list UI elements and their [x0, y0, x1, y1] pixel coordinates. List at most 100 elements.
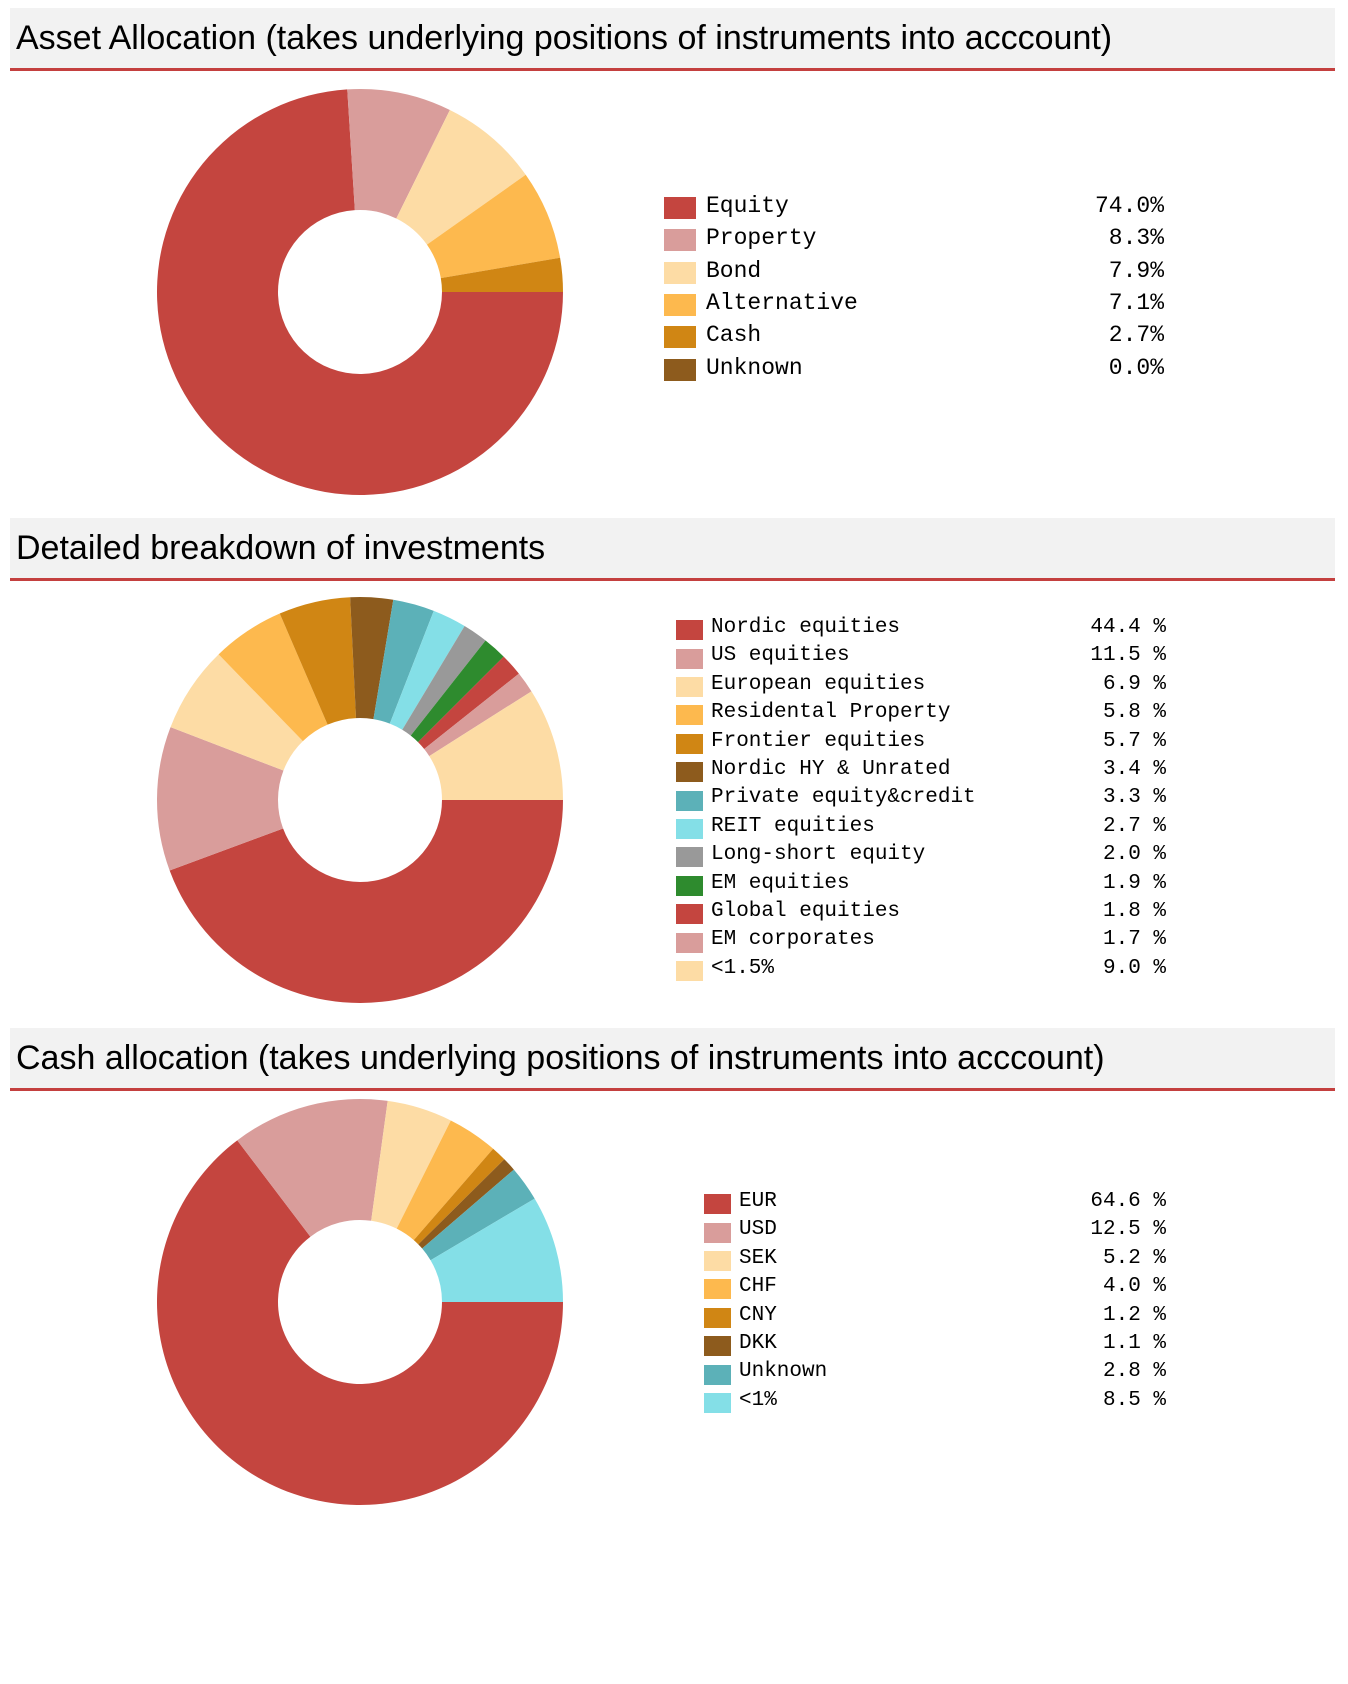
slice-equity — [156, 89, 563, 495]
slice-long-short-equity — [402, 626, 486, 736]
legend-label: Unknown — [739, 1360, 828, 1384]
legend-swatch — [676, 875, 703, 896]
detailed-breakdown-legend: Nordic equities 44.4 % US equities 11.5 % Eu… — [676, 614, 1176, 994]
legend-value: 1.9 % — [1102, 871, 1166, 895]
legend-value: 9.0 % — [1102, 956, 1166, 980]
section-header: Asset Allocation (takes underlying posit… — [10, 8, 1335, 71]
legend-value: 1.1 % — [1102, 1332, 1166, 1355]
legend-label: Equity — [706, 193, 789, 219]
legend-value: 1.8 % — [1102, 900, 1166, 923]
legend-label: EM corporates — [711, 928, 875, 952]
legend-label: <1% — [739, 1388, 777, 1412]
section-title: Detailed breakdown of investments — [16, 529, 546, 567]
legend-value: 5.2 % — [1102, 1246, 1166, 1270]
detailed-breakdown-section: Detailed breakdown of investments Nordic… — [0, 518, 1348, 1030]
cash-allocation-donut — [156, 1099, 564, 1505]
legend-label: Property — [706, 225, 817, 252]
legend-label: <1.5% — [711, 956, 775, 980]
legend-value: 11.5 % — [1090, 644, 1166, 668]
slice-frontier-equities — [279, 597, 357, 725]
legend-label: Private equity&credit — [711, 786, 976, 810]
slice-1 — [430, 1198, 563, 1302]
slice-residental-property — [218, 613, 328, 742]
slice-global-equities — [418, 656, 519, 749]
legend-value: 2.7 % — [1102, 814, 1166, 838]
legend-value: 2.0 % — [1102, 843, 1166, 867]
slice-1-5 — [429, 691, 563, 800]
slice-eur — [156, 1140, 564, 1505]
legend-swatch — [676, 705, 703, 726]
legend-value: 3.3 % — [1102, 786, 1166, 810]
slice-alternative — [426, 174, 561, 279]
slice-private-equity-credit — [373, 599, 434, 724]
detailed-breakdown-donut — [156, 597, 563, 1003]
legend-swatch — [664, 229, 696, 252]
legend-swatch — [704, 1251, 731, 1271]
legend-value: 3.4 % — [1102, 758, 1166, 781]
legend-swatch — [676, 677, 703, 697]
legend-value: 12.5 % — [1090, 1218, 1166, 1242]
legend-label: DKK — [739, 1332, 777, 1355]
slice-em-corporates — [424, 673, 532, 757]
legend-value: 1.7 % — [1102, 928, 1166, 952]
slice-sek — [371, 1100, 451, 1229]
legend-swatch — [676, 961, 703, 981]
legend-label: Global equities — [711, 900, 901, 923]
legend-label: Nordic HY & Unrated — [711, 758, 951, 781]
legend-value: 1.2 % — [1102, 1303, 1166, 1327]
legend-value: 7.9% — [1108, 257, 1164, 284]
slice-reit-equities — [389, 610, 465, 730]
legend-label: EM equities — [711, 871, 850, 895]
legend-swatch — [704, 1393, 731, 1413]
legend-value: 0.0% — [1108, 354, 1164, 381]
slice-nordic-equities — [169, 800, 563, 1003]
legend-label: EUR — [739, 1190, 777, 1213]
section-title: Asset Allocation (takes underlying posit… — [16, 19, 1113, 57]
legend-label: Bond — [706, 257, 762, 284]
legend-swatch — [664, 294, 696, 317]
legend-swatch — [664, 326, 696, 349]
legend-swatch — [704, 1307, 731, 1328]
legend-label: European equities — [711, 672, 926, 696]
legend-label: Cash — [706, 322, 762, 349]
slice-cash — [440, 257, 563, 292]
cash-allocation-section: Cash allocation (takes underlying positi… — [0, 1028, 1348, 1530]
legend-swatch — [676, 932, 703, 953]
asset-allocation-donut — [156, 89, 563, 495]
slice-em-equities — [410, 640, 504, 743]
legend-swatch — [664, 197, 696, 220]
legend-value: 6.9 % — [1102, 672, 1166, 696]
asset-allocation-section: Asset Allocation (takes underlying posit… — [0, 0, 1348, 520]
section-header: Cash allocation (takes underlying positi… — [10, 1028, 1335, 1091]
legend-value: 2.8 % — [1102, 1360, 1166, 1384]
legend-value: 2.7% — [1108, 322, 1164, 349]
legend-label: SEK — [739, 1246, 777, 1270]
slice-us-equities — [156, 727, 284, 871]
legend-value: 44.4 % — [1090, 616, 1166, 639]
slice-european-equities — [170, 654, 303, 771]
legend-swatch — [676, 733, 703, 754]
legend-swatch — [704, 1194, 731, 1215]
legend-swatch — [676, 762, 703, 783]
legend-swatch — [664, 261, 696, 284]
slice-unknown — [422, 1169, 535, 1261]
legend-swatch — [704, 1336, 731, 1357]
section-header: Detailed breakdown of investments — [10, 518, 1335, 581]
legend-swatch — [676, 648, 703, 669]
legend-label: US equities — [711, 644, 850, 668]
legend-value: 74.0% — [1094, 193, 1164, 219]
legend-label: Unknown — [706, 354, 803, 381]
slice-nordic-hy-unrated — [350, 597, 394, 720]
legend-value: 8.3% — [1108, 225, 1164, 252]
legend-label: Long-short equity — [711, 843, 926, 867]
slice-property — [347, 89, 450, 219]
legend-value: 8.5 % — [1102, 1388, 1166, 1412]
legend-label: CNY — [739, 1303, 777, 1327]
asset-allocation-legend: Equity 74.0% Property 8.3% Bond 7.9% Alternati… — [664, 190, 1174, 390]
legend-swatch — [676, 620, 703, 641]
legend-value: 5.8 % — [1102, 701, 1166, 725]
legend-swatch — [676, 790, 703, 811]
legend-swatch — [704, 1364, 731, 1385]
legend-value: 5.7 % — [1102, 729, 1166, 753]
slice-bond — [396, 109, 526, 245]
